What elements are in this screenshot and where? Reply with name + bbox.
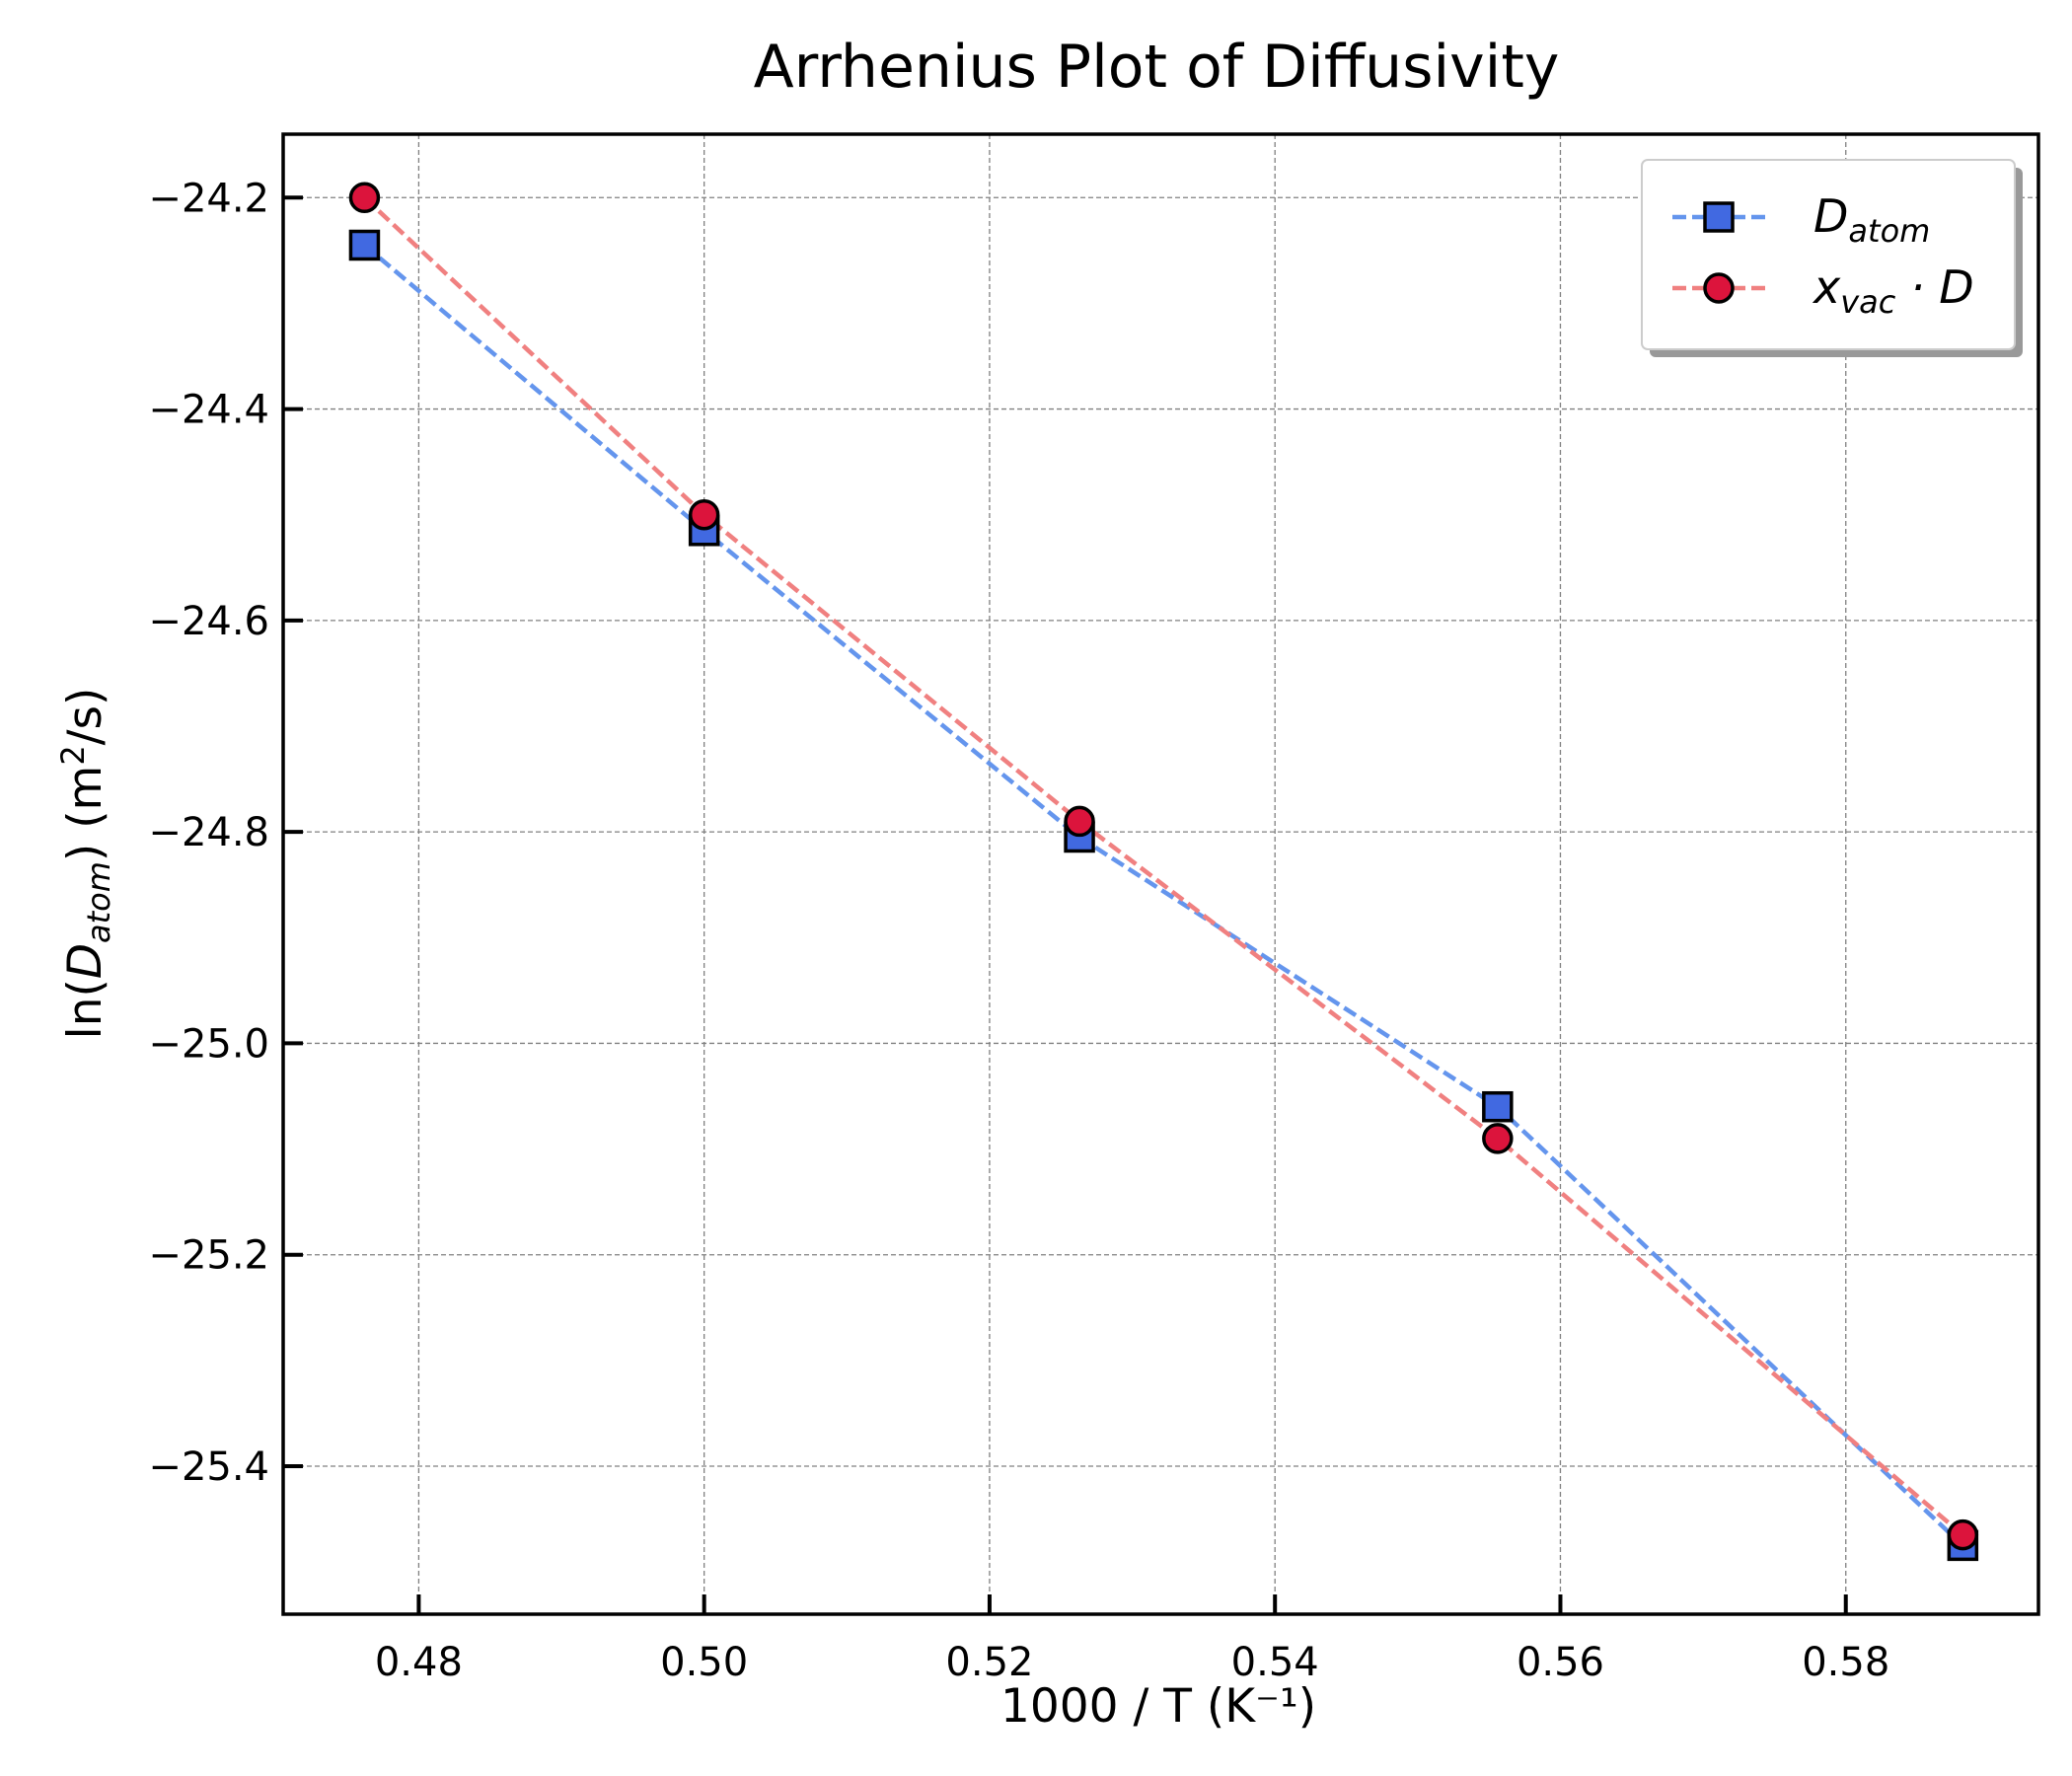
y-axis-label-prefix: ln( xyxy=(58,979,112,1039)
legend-entries: Datom xvac · D xyxy=(1672,189,1974,321)
legend-marker-x-vac-d xyxy=(1703,272,1735,304)
x-tick-label: 0.52 xyxy=(945,1640,1033,1685)
y-tick-label: −24.2 xyxy=(148,176,269,221)
chart-title: Arrhenius Plot of Diffusivity xyxy=(754,33,1560,102)
x-tick-label: 0.54 xyxy=(1231,1640,1319,1685)
legend-box xyxy=(1641,159,2016,350)
y-axis-label-end: /s) xyxy=(58,688,112,746)
y-tick-label: −24.4 xyxy=(148,388,269,433)
y-tick-label: −24.8 xyxy=(148,810,269,855)
x-tick-label: 0.58 xyxy=(1802,1640,1889,1685)
data-point-x-vac-d xyxy=(1064,805,1095,838)
y-axis-label: ln(Datom) (m2/s) xyxy=(54,688,117,1040)
data-point-x-vac-d xyxy=(688,498,720,531)
y-axis-label-main: D xyxy=(58,943,112,979)
x-tick-label: 0.48 xyxy=(375,1640,463,1685)
y-tick-label: −25.2 xyxy=(148,1233,269,1279)
grid xyxy=(283,134,2038,1614)
legend: Datom xvac · D xyxy=(1641,159,2023,357)
y-tick-labels: −24.2 −24.4 −24.6 −24.8 −25.0 −25.2 −25.4 xyxy=(148,176,269,1490)
y-tick-label: −24.6 xyxy=(148,599,269,644)
legend-marker-d-atom xyxy=(1703,201,1735,233)
y-axis-label-suffix: ) (m xyxy=(58,766,112,861)
plot-frame xyxy=(281,132,2040,1616)
series-markers xyxy=(348,182,1979,1562)
y-axis-label-sup: 2 xyxy=(54,745,92,765)
y-axis-label-sub: atom xyxy=(80,861,117,943)
data-point-d-atom xyxy=(1482,1090,1514,1123)
data-point-x-vac-d xyxy=(348,182,381,214)
x-tick-labels: 0.48 0.50 0.52 0.54 0.56 0.58 xyxy=(375,1640,1889,1685)
data-point-x-vac-d xyxy=(1482,1123,1514,1154)
data-point-d-atom xyxy=(348,229,381,261)
axis-ticks xyxy=(283,195,1848,1614)
x-tick-label: 0.50 xyxy=(660,1640,748,1685)
y-tick-label: −25.0 xyxy=(148,1021,269,1067)
legend-label-x-vac-d: xvac · D xyxy=(1812,260,1974,321)
y-tick-label: −25.4 xyxy=(148,1444,269,1490)
x-tick-label: 0.56 xyxy=(1517,1640,1604,1685)
legend-label-d-atom: Datom xyxy=(1813,189,1930,250)
x-axis-label: 1000 / T (K⁻¹) xyxy=(1000,1679,1316,1734)
data-point-x-vac-d xyxy=(1947,1518,1979,1551)
